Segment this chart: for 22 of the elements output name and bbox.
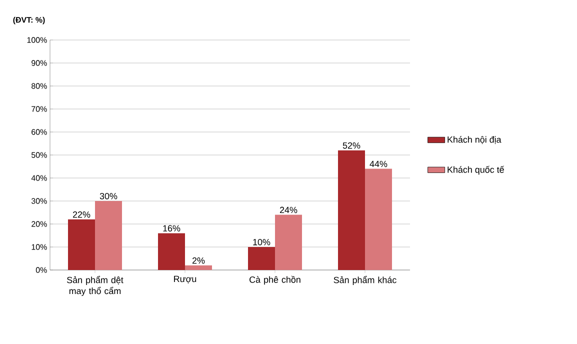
data-label: 24%	[280, 206, 298, 214]
data-label: 10%	[253, 238, 270, 246]
bar	[95, 201, 122, 270]
bar	[68, 219, 95, 270]
data-label: 44%	[370, 160, 388, 168]
bar	[338, 150, 365, 270]
bar	[185, 265, 212, 270]
data-label: 30%	[100, 192, 118, 200]
x-tick-label: Rượu	[174, 276, 196, 284]
data-label: 52%	[342, 142, 360, 149]
x-tick-label: Sản phẩm dệt may thổ cẩm	[66, 276, 124, 296]
data-label: 22%	[72, 211, 90, 218]
legend-label: Khách nội địa	[448, 136, 502, 144]
data-label: 16%	[163, 225, 180, 232]
data-label: 2%	[192, 257, 205, 264]
bar	[365, 168, 392, 270]
legend-label: Khách quốc tế	[448, 166, 504, 175]
bar	[275, 214, 302, 270]
x-tick-label: Sản phẩm khác	[334, 276, 396, 285]
x-tick-label: Cà phê chồn	[250, 276, 300, 285]
bar	[248, 247, 275, 270]
bar	[158, 233, 185, 270]
